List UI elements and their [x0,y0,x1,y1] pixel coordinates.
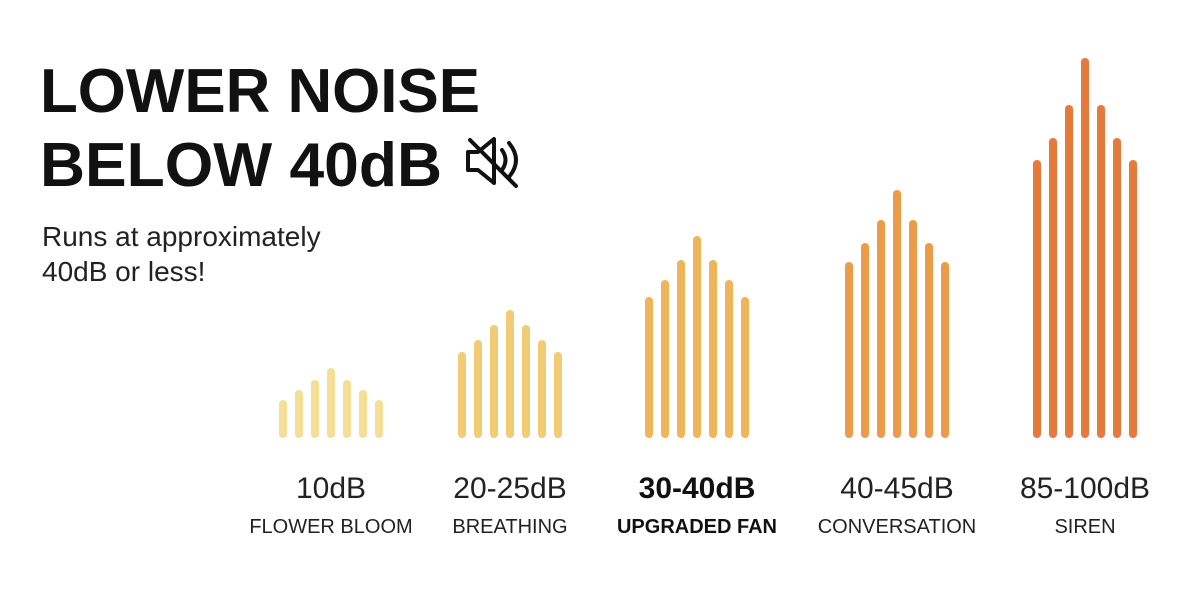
level-name: CONVERSATION [818,516,977,538]
sound-bar [693,236,701,438]
sound-bar [311,380,319,438]
sound-bar [661,280,669,438]
level-group: 40-45dB CONVERSATION [818,190,977,538]
sound-bar [1097,105,1105,438]
sound-bar [909,220,917,438]
sound-bar [1081,58,1089,438]
sound-bar [1065,105,1073,438]
sound-bar [741,297,749,438]
sound-bar [554,352,562,438]
sound-bar [1033,160,1041,438]
sound-bar [709,260,717,438]
sound-bar [1113,138,1121,438]
level-name: BREATHING [452,516,567,538]
sound-bar [925,243,933,438]
sound-bar [506,310,514,438]
sound-bar [375,400,383,438]
level-group: 85-100dB SIREN [1020,58,1150,538]
level-group: 30-40dB UPGRADED FAN [617,236,777,538]
sound-bar [458,352,466,438]
mute-icon [466,137,518,188]
level-label: 85-100dB [1020,472,1150,505]
level-name: SIREN [1054,516,1115,538]
sound-bar [279,400,287,438]
sound-bar [941,262,949,438]
sound-bar [893,190,901,438]
subtitle-line: Runs at approximately [42,221,321,252]
sound-bar [645,297,653,438]
level-label: 10dB [296,472,366,505]
sound-bar [725,280,733,438]
title-line: BELOW 40dB [40,131,442,200]
sound-bar [295,390,303,438]
title-line: LOWER NOISE [40,57,480,126]
sound-bar [474,340,482,438]
sound-bar [877,220,885,438]
level-group: 20-25dB BREATHING [452,310,568,538]
levels: 10dB FLOWER BLOOM 20-25dB BREATHING 30-40dB U… [249,58,1150,538]
level-name: FLOWER BLOOM [249,516,412,538]
sound-bar [1049,138,1057,438]
sound-bar [538,340,546,438]
sound-bar [1129,160,1137,438]
level-name: UPGRADED FAN [617,516,777,538]
sound-bar [522,325,530,438]
level-label: 20-25dB [453,472,566,505]
subtitle-line: 40dB or less! [42,256,205,287]
sound-bar [490,325,498,438]
sound-bar [359,390,367,438]
sound-bar [343,380,351,438]
sound-bar [845,262,853,438]
level-label: 40-45dB [840,472,953,505]
level-group: 10dB FLOWER BLOOM [249,368,413,538]
level-label: 30-40dB [639,472,756,505]
sound-bar [677,260,685,438]
sound-bar [327,368,335,438]
sound-bar [861,243,869,438]
